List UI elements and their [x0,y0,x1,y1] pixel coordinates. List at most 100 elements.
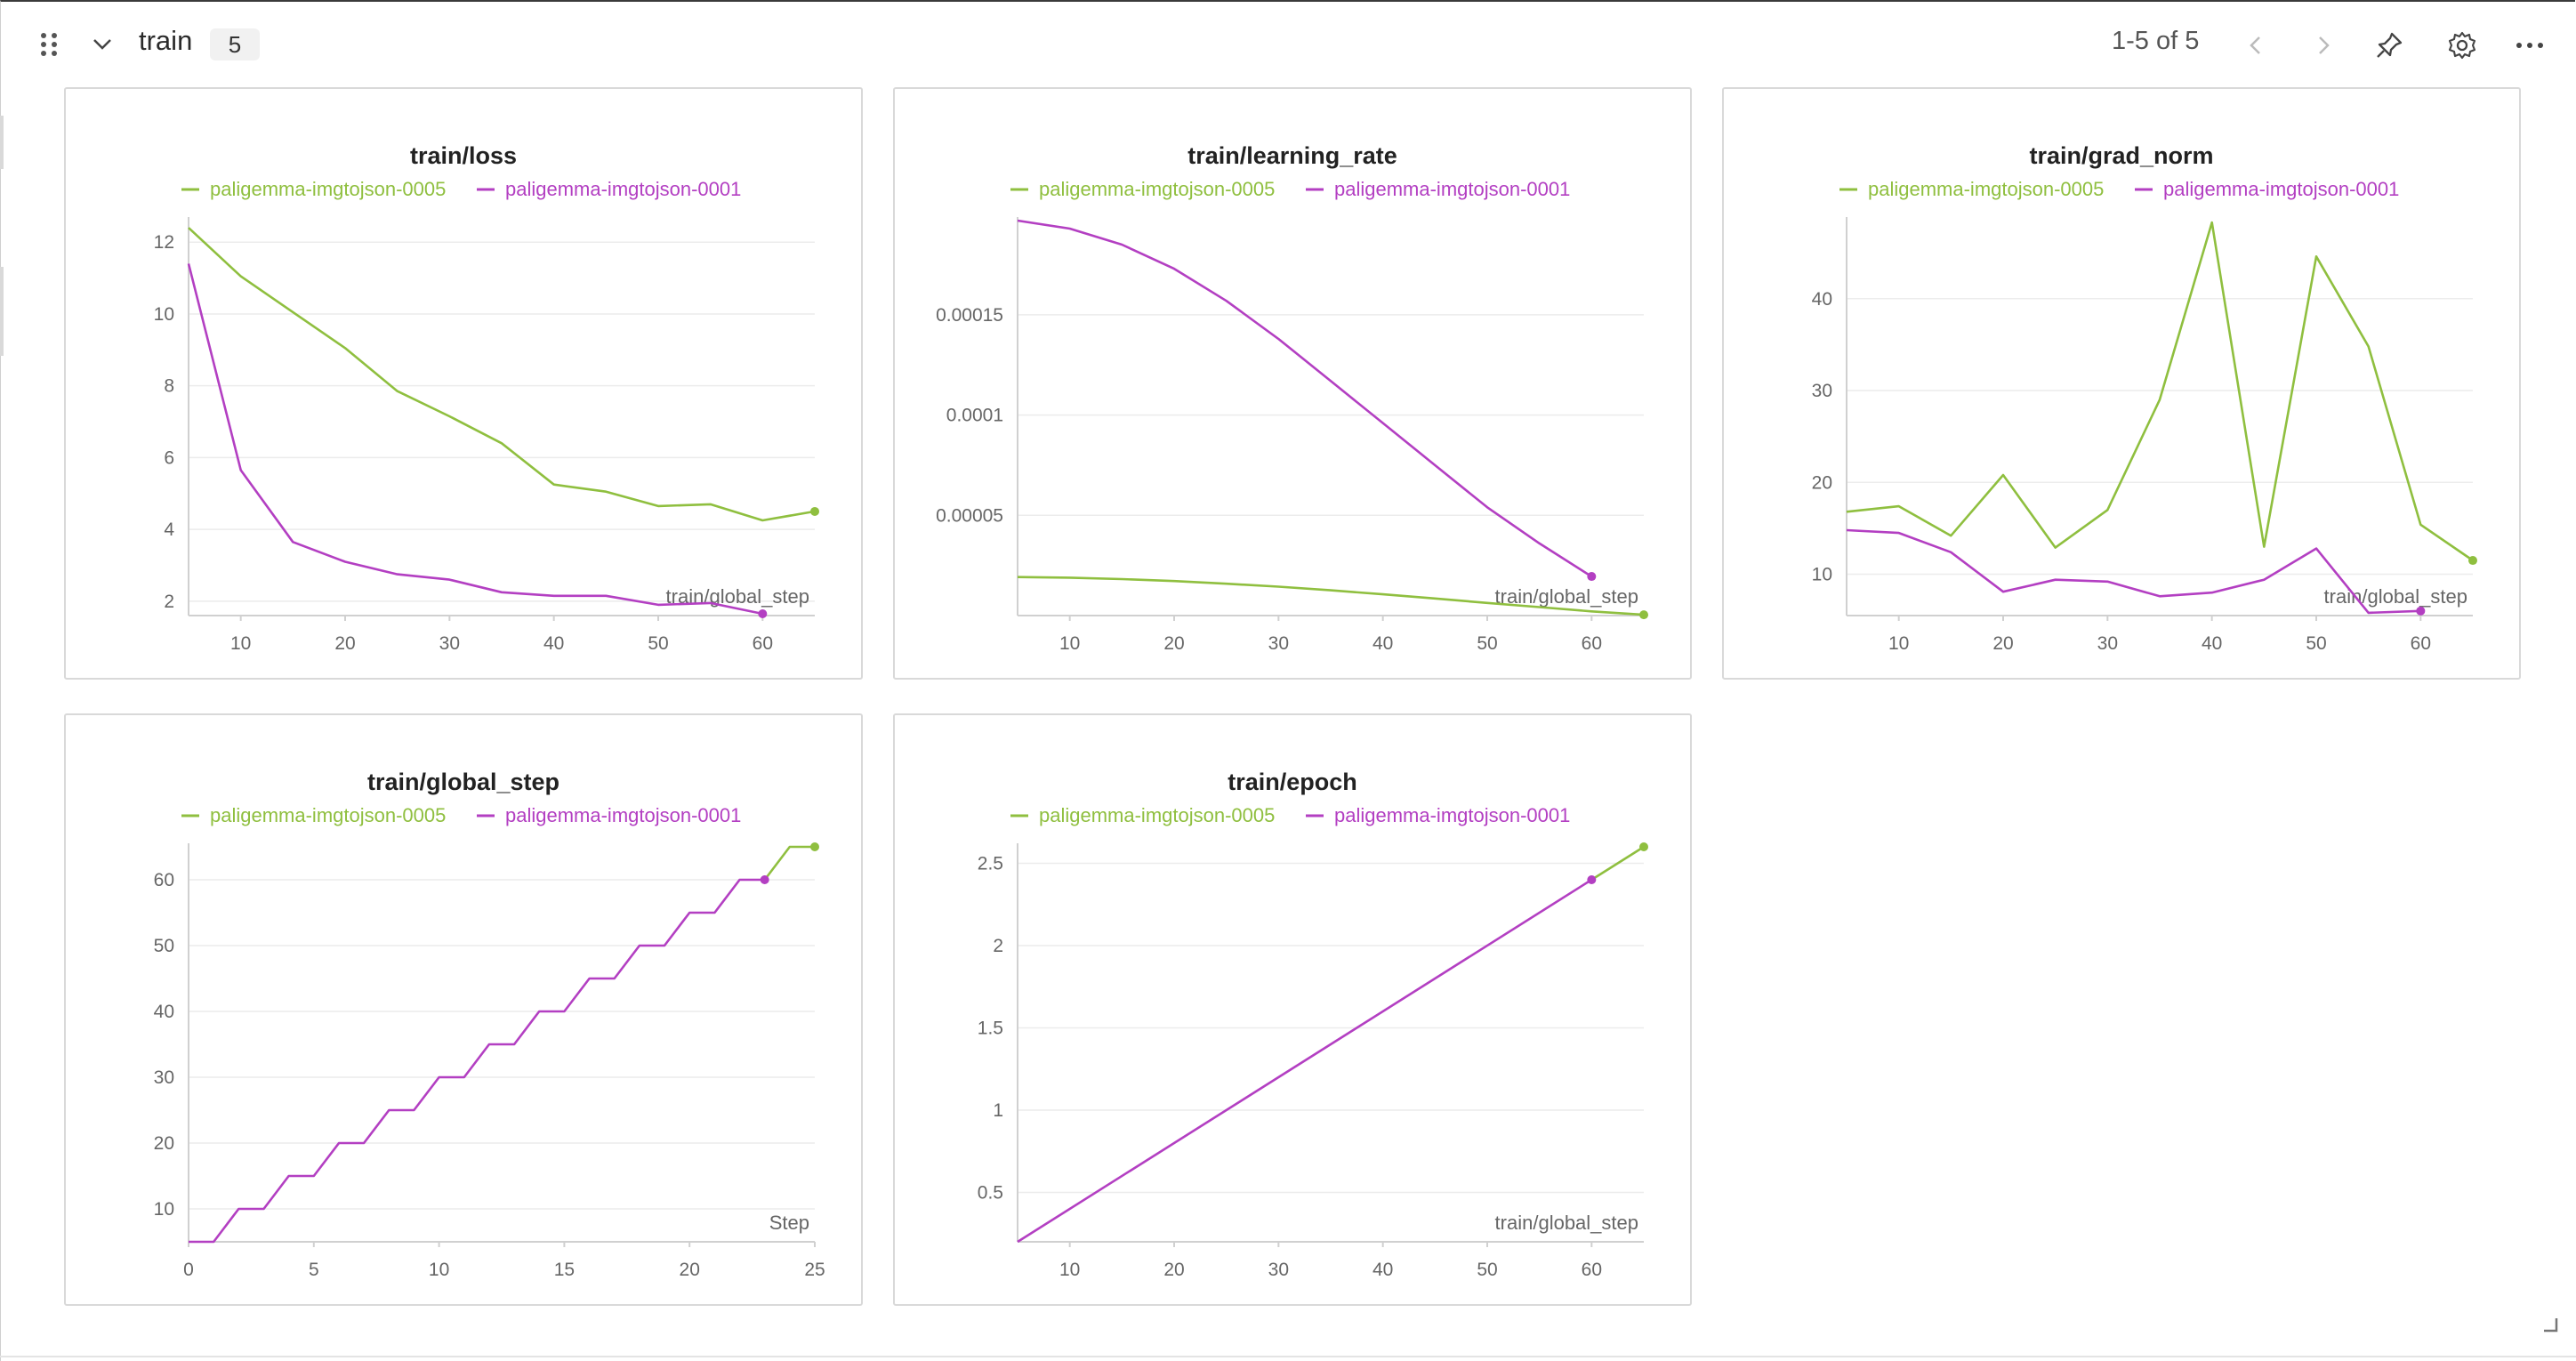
chart-1-title: train/learning_rate [1187,142,1397,169]
chart-1-series-line-0[interactable] [1017,576,1645,616]
chart-2-ytick-label: 40 [1812,289,1832,310]
chevron-left-icon[interactable] [2238,28,2274,63]
chevron-right-icon[interactable] [2306,28,2341,63]
chart-0-legend-label-1[interactable]: paligemma-imgtojson-0001 [505,178,741,200]
chart-0-ytick-label: 4 [164,519,174,540]
chart-0-xtick-label: 50 [648,633,668,654]
chart-3-legend-label-1[interactable]: paligemma-imgtojson-0001 [505,804,741,826]
chart-panel-train-global-step[interactable]: train/global_step paligemma-imgtojson-000… [64,713,863,1306]
chart-0-legend-label-0[interactable]: paligemma-imgtojson-0005 [210,178,446,200]
chart-4-legend-label-1[interactable]: paligemma-imgtojson-0001 [1334,804,1570,826]
chart-2-series-line-0[interactable] [1846,221,2474,562]
chart-4-series-endpoint-1 [1587,875,1597,884]
chart-0-xtick-label: 20 [334,633,355,654]
chart-3-series-endpoint-1 [760,875,769,884]
chart-1-series-endpoint-1 [1587,572,1597,582]
chart-1-xtick-label: 30 [1268,633,1289,654]
section-header: train 5 1-5 of 5 [0,0,2576,89]
bottom-divider [0,1356,2576,1357]
chart-3-ytick-label: 30 [154,1067,174,1088]
chart-1-series-line-1[interactable] [1017,219,1592,578]
chart-0-ytick-label: 2 [164,592,174,612]
chart-0-xtick-label: 60 [753,633,773,654]
chart-4-x-axis-label: train/global_step [1495,1212,1638,1234]
panel-count-badge: 5 [210,28,260,60]
chart-3-series-line-0[interactable] [763,845,815,881]
chart-1-series-endpoint-0 [1639,610,1648,620]
chart-4-ytick-label: 1.5 [978,1019,1003,1039]
chart-3-series-endpoint-0 [810,842,819,851]
chart-2-legend-label-0[interactable]: paligemma-imgtojson-0005 [1868,178,2104,200]
chart-4-title: train/epoch [1228,769,1357,795]
chart-2-xtick-label: 40 [2202,633,2222,654]
left-edge-mark [0,116,4,169]
chart-2-ytick-label: 20 [1812,472,1832,493]
chart-3-series-line-1[interactable] [189,878,765,1244]
chart-3-ytick-label: 50 [154,936,174,956]
chart-0-title: train/loss [410,142,517,169]
chart-1-xtick-label: 60 [1582,633,1602,654]
chart-svg-train-learning-rate: train/learning_rate paligemma-imgtojson-0… [936,142,1648,654]
chart-2-x-axis-label: train/global_step [2324,585,2467,608]
chart-4-series-line-0[interactable] [1590,845,1645,882]
chart-1-legend-label-0[interactable]: paligemma-imgtojson-0005 [1039,178,1275,200]
pin-icon[interactable] [2371,28,2407,63]
chart-2-legend-label-1[interactable]: paligemma-imgtojson-0001 [2163,178,2399,200]
section-title[interactable]: train [139,25,193,56]
chart-3-xtick-label: 25 [804,1260,825,1280]
chart-2-ytick-label: 10 [1812,565,1832,585]
left-edge-mark [0,267,4,356]
chart-4-xtick-label: 40 [1373,1260,1393,1280]
pagination-text: 1-5 of 5 [2112,27,2200,55]
chart-1-x-axis-label: train/global_step [1495,585,1638,608]
chart-0-ytick-label: 10 [154,304,174,325]
chart-panel-train-grad-norm[interactable]: train/grad_norm paligemma-imgtojson-0005 p… [1722,87,2521,680]
chart-0-series-endpoint-0 [810,506,819,516]
chart-1-xtick-label: 10 [1059,633,1080,654]
chart-3-xtick-label: 5 [309,1260,319,1280]
chevron-down-icon[interactable] [89,30,116,57]
chart-1-ytick-label: 0.0001 [946,406,1003,426]
chart-2-xtick-label: 30 [2097,633,2118,654]
chart-svg-train-epoch: train/epoch paligemma-imgtojson-0005 palig… [978,769,1648,1280]
chart-2-xtick-label: 10 [1888,633,1909,654]
chart-2-series-line-1[interactable] [1846,528,2421,615]
chart-2-xtick-label: 50 [2306,633,2326,654]
chart-4-legend-label-0[interactable]: paligemma-imgtojson-0005 [1039,804,1275,826]
chart-panel-train-epoch[interactable]: train/epoch paligemma-imgtojson-0005 palig… [893,713,1692,1306]
chart-4-xtick-label: 10 [1059,1260,1080,1280]
drag-handle-icon[interactable] [36,28,62,60]
chart-4-xtick-label: 20 [1163,1260,1184,1280]
chart-2-series-endpoint-1 [2416,606,2426,616]
chart-3-x-axis-label: Step [769,1212,809,1234]
chart-panel-train-learning-rate[interactable]: train/learning_rate paligemma-imgtojson-0… [893,87,1692,680]
chart-0-xtick-label: 40 [543,633,564,654]
chart-4-ytick-label: 1 [993,1100,1003,1121]
chart-1-xtick-label: 40 [1373,633,1393,654]
chart-3-xtick-label: 15 [554,1260,575,1280]
chart-1-legend-label-1[interactable]: paligemma-imgtojson-0001 [1334,178,1570,200]
chart-3-ytick-label: 60 [154,870,174,890]
chart-panel-train-loss[interactable]: train/loss paligemma-imgtojson-0005 palige… [64,87,863,680]
more-icon[interactable] [2512,28,2548,63]
chart-2-series-endpoint-0 [2468,556,2477,566]
chart-4-ytick-label: 2 [993,936,1003,956]
chart-0-series-line-0[interactable] [188,227,816,522]
chart-svg-train-global-step: train/global_step paligemma-imgtojson-000… [154,769,825,1280]
chart-4-ytick-label: 0.5 [978,1183,1003,1204]
gear-icon[interactable] [2444,28,2480,63]
chart-0-series-line-1[interactable] [187,263,763,616]
chart-3-title: train/global_step [367,769,559,795]
chart-3-xtick-label: 10 [429,1260,449,1280]
chart-1-ytick-label: 0.00015 [936,305,1003,326]
chart-0-series-endpoint-1 [758,608,768,618]
chart-3-ytick-label: 10 [154,1199,174,1220]
chart-3-legend-label-0[interactable]: paligemma-imgtojson-0005 [210,804,446,826]
chart-4-series-endpoint-0 [1639,842,1648,851]
chart-3-ytick-label: 40 [154,1002,174,1022]
chart-2-xtick-label: 20 [1992,633,2013,654]
resize-handle-icon[interactable] [2542,1317,2560,1334]
chart-2-ytick-label: 30 [1812,381,1832,401]
chart-4-series-line-1[interactable] [1017,878,1592,1244]
chart-svg-train-grad-norm: train/grad_norm paligemma-imgtojson-0005 p… [1812,142,2477,654]
